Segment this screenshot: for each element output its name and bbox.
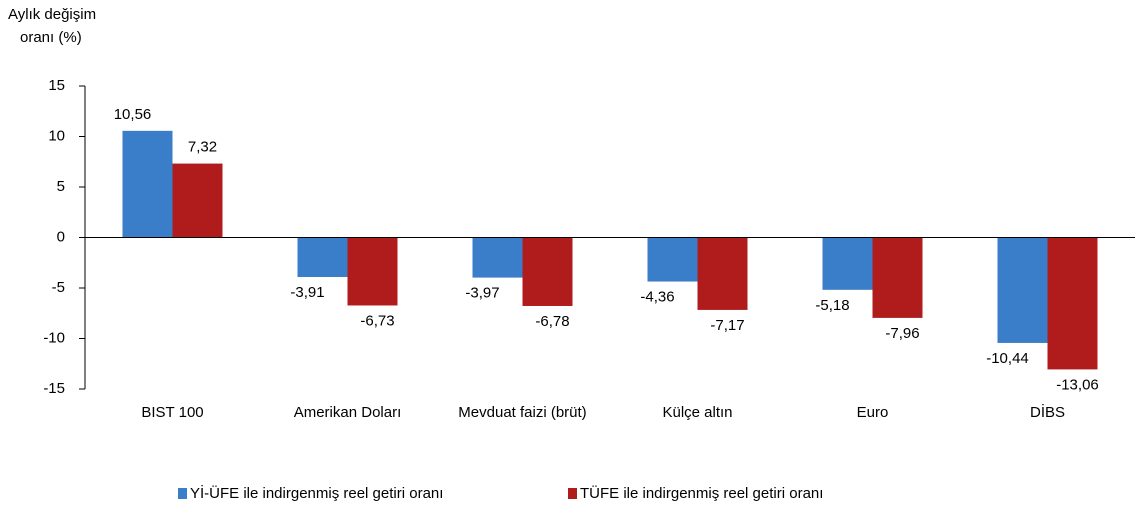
bar: [172, 163, 223, 238]
y-tick-label: 5: [57, 178, 65, 195]
data-label: -7,17: [710, 317, 744, 334]
legend-swatch: [568, 488, 577, 499]
x-tick-label: BIST 100: [141, 404, 203, 421]
bar: [997, 237, 1048, 343]
bar: [647, 237, 698, 282]
data-label: -7,96: [885, 325, 919, 342]
bar: [297, 237, 348, 277]
legend-label: TÜFE ile indirgenmiş reel getiri oranı: [580, 484, 823, 502]
data-label: -5,18: [815, 297, 849, 314]
legend-swatch: [178, 488, 187, 499]
y-tick-label: 0: [57, 228, 65, 245]
y-tick-label: 15: [48, 77, 65, 94]
data-label: -13,06: [1056, 376, 1099, 393]
bar: [347, 237, 398, 306]
x-tick-label: DİBS: [1030, 403, 1065, 421]
data-label: -4,36: [640, 289, 674, 306]
bar: [822, 237, 873, 290]
data-label: -3,91: [290, 284, 324, 301]
y-tick-label: -10: [43, 329, 65, 346]
bar: [872, 237, 923, 318]
x-tick-label: Amerikan Doları: [294, 404, 402, 421]
bar: [472, 237, 523, 278]
data-label: 10,56: [114, 106, 152, 123]
bar: [697, 237, 748, 310]
legend-label: Yİ-ÜFE ile indirgenmiş reel getiri oranı: [190, 484, 443, 502]
y-axis-label: Aylık değişim: [8, 6, 96, 23]
data-label: -10,44: [986, 350, 1029, 367]
x-tick-label: Külçe altın: [662, 404, 732, 421]
bar: [122, 130, 173, 238]
y-tick-label: -5: [52, 279, 65, 296]
bar: [1047, 237, 1098, 370]
x-tick-label: Euro: [857, 404, 889, 421]
bar: [522, 237, 573, 306]
y-tick-label: -15: [43, 380, 65, 397]
y-tick-label: 10: [48, 127, 65, 144]
data-label: -3,97: [465, 285, 499, 302]
data-label: -6,73: [360, 312, 394, 329]
data-label: 7,32: [188, 139, 217, 156]
x-tick-label: Mevduat faizi (brüt): [458, 404, 586, 421]
y-axis-label: oranı (%): [20, 29, 82, 46]
data-label: -6,78: [535, 313, 569, 330]
